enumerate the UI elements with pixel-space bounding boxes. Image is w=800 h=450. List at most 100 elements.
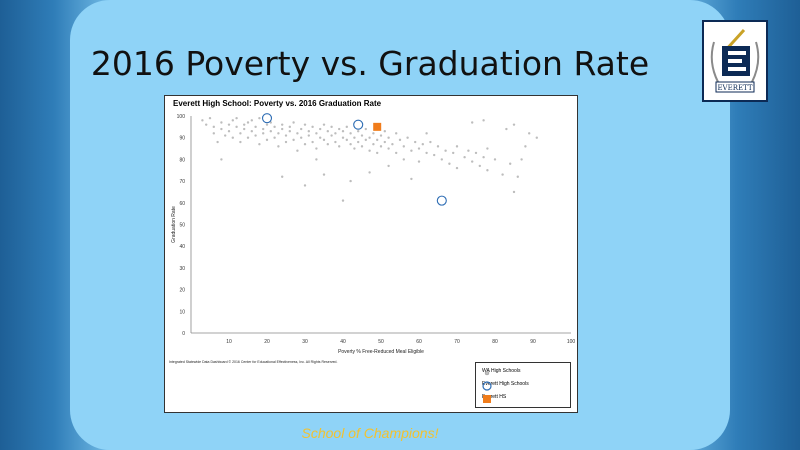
legend-marker-wa	[484, 370, 490, 376]
data-point-wa	[265, 138, 269, 142]
data-point-wa	[387, 136, 390, 139]
data-point-wa	[262, 127, 265, 131]
data-point-wa	[341, 136, 345, 139]
data-point-wa	[231, 119, 234, 122]
data-point-wa	[505, 127, 508, 131]
x-tick-label: 90	[530, 339, 536, 345]
data-point-wa	[455, 145, 459, 148]
data-point-wa	[338, 145, 341, 148]
data-point-wa	[345, 125, 348, 129]
data-point-wa	[341, 129, 345, 133]
data-point-wa	[417, 147, 421, 150]
y-tick-label: 80	[179, 157, 185, 163]
data-point-wa	[387, 164, 390, 168]
x-tick-label: 100	[567, 339, 576, 345]
data-point-wa	[463, 156, 466, 159]
data-point-wa	[220, 158, 223, 161]
data-point-wa	[334, 140, 337, 144]
data-point-wa	[250, 119, 253, 122]
y-tick-label: 10	[179, 309, 185, 315]
data-point-wa	[372, 143, 375, 146]
school-tagline: School of Champions!	[301, 425, 439, 441]
data-point-wa	[243, 123, 246, 126]
data-point-wa	[425, 132, 428, 135]
data-point-wa	[486, 147, 489, 150]
data-point-wa	[315, 147, 318, 150]
data-point-wa	[212, 125, 215, 129]
data-point-wa	[528, 132, 531, 135]
data-point-wa	[258, 143, 261, 146]
data-point-wa	[273, 125, 276, 129]
data-point-wa	[478, 164, 481, 168]
x-tick-label: 60	[416, 339, 422, 345]
data-point-wa	[398, 138, 402, 142]
data-point-wa	[341, 199, 345, 202]
data-point-wa	[429, 140, 432, 144]
data-point-wa	[368, 171, 371, 174]
chart-frame: Everett High School: Poverty vs. 2016 Gr…	[164, 95, 578, 413]
data-point-wa	[410, 177, 413, 181]
data-point-wa	[402, 145, 405, 148]
data-point-wa	[201, 119, 204, 122]
data-point-wa	[292, 121, 295, 124]
data-point-wa	[243, 127, 246, 131]
data-point-wa	[482, 119, 485, 122]
data-point-wa	[368, 149, 371, 152]
y-tick-label: 20	[179, 288, 185, 294]
data-point-wa	[391, 143, 394, 146]
data-point-wa	[246, 121, 250, 124]
data-point-wa	[345, 138, 348, 142]
data-point-wa	[288, 129, 291, 133]
data-point-wa	[353, 147, 356, 150]
data-point-wa	[535, 136, 538, 139]
data-point-wa	[311, 125, 314, 129]
data-point-wa	[360, 145, 364, 148]
data-point-wa	[288, 125, 291, 129]
data-point-wa	[349, 132, 352, 135]
data-point-everett-high	[353, 119, 364, 130]
data-point-wa	[387, 147, 390, 150]
data-point-wa	[334, 132, 337, 135]
x-tick-label: 30	[302, 339, 308, 345]
data-point-wa	[425, 151, 428, 155]
y-tick-label: 30	[179, 266, 185, 272]
data-point-wa	[360, 134, 364, 137]
data-point-wa	[448, 162, 451, 165]
data-point-wa	[322, 123, 326, 126]
data-point-wa	[277, 145, 280, 148]
data-point-wa	[357, 140, 360, 144]
data-point-wa	[239, 140, 242, 144]
data-point-wa	[402, 158, 405, 161]
data-point-wa	[319, 136, 322, 139]
y-tick-label: 0	[182, 331, 185, 337]
data-point-wa	[235, 125, 238, 129]
x-tick-label: 70	[454, 339, 460, 345]
data-point-wa	[235, 116, 238, 120]
data-point-wa	[319, 127, 322, 131]
chart-title: Everett High School: Poverty vs. 2016 Gr…	[173, 99, 382, 108]
data-point-wa	[482, 156, 485, 159]
data-point-wa	[258, 116, 261, 120]
x-tick-label: 40	[340, 339, 346, 345]
data-point-wa	[322, 173, 326, 176]
data-point-wa	[307, 134, 310, 137]
data-point-wa	[262, 132, 265, 135]
data-point-wa	[364, 138, 367, 142]
legend-marker-everett-high	[482, 381, 492, 391]
data-point-wa	[273, 136, 276, 139]
data-point-wa	[254, 125, 257, 129]
data-point-wa	[512, 123, 516, 126]
data-point-wa	[512, 190, 516, 194]
data-point-wa	[516, 175, 519, 178]
data-point-wa	[208, 116, 212, 120]
data-point-wa	[292, 138, 295, 142]
data-point-everett-hs	[373, 122, 382, 131]
school-logo: EVERETT	[702, 20, 768, 102]
data-point-wa	[474, 151, 478, 155]
data-point-wa	[284, 140, 288, 144]
data-point-wa	[379, 145, 383, 148]
data-point-wa	[520, 158, 523, 161]
y-tick-label: 50	[179, 223, 185, 229]
data-point-wa	[376, 138, 379, 142]
data-point-wa	[277, 132, 280, 135]
